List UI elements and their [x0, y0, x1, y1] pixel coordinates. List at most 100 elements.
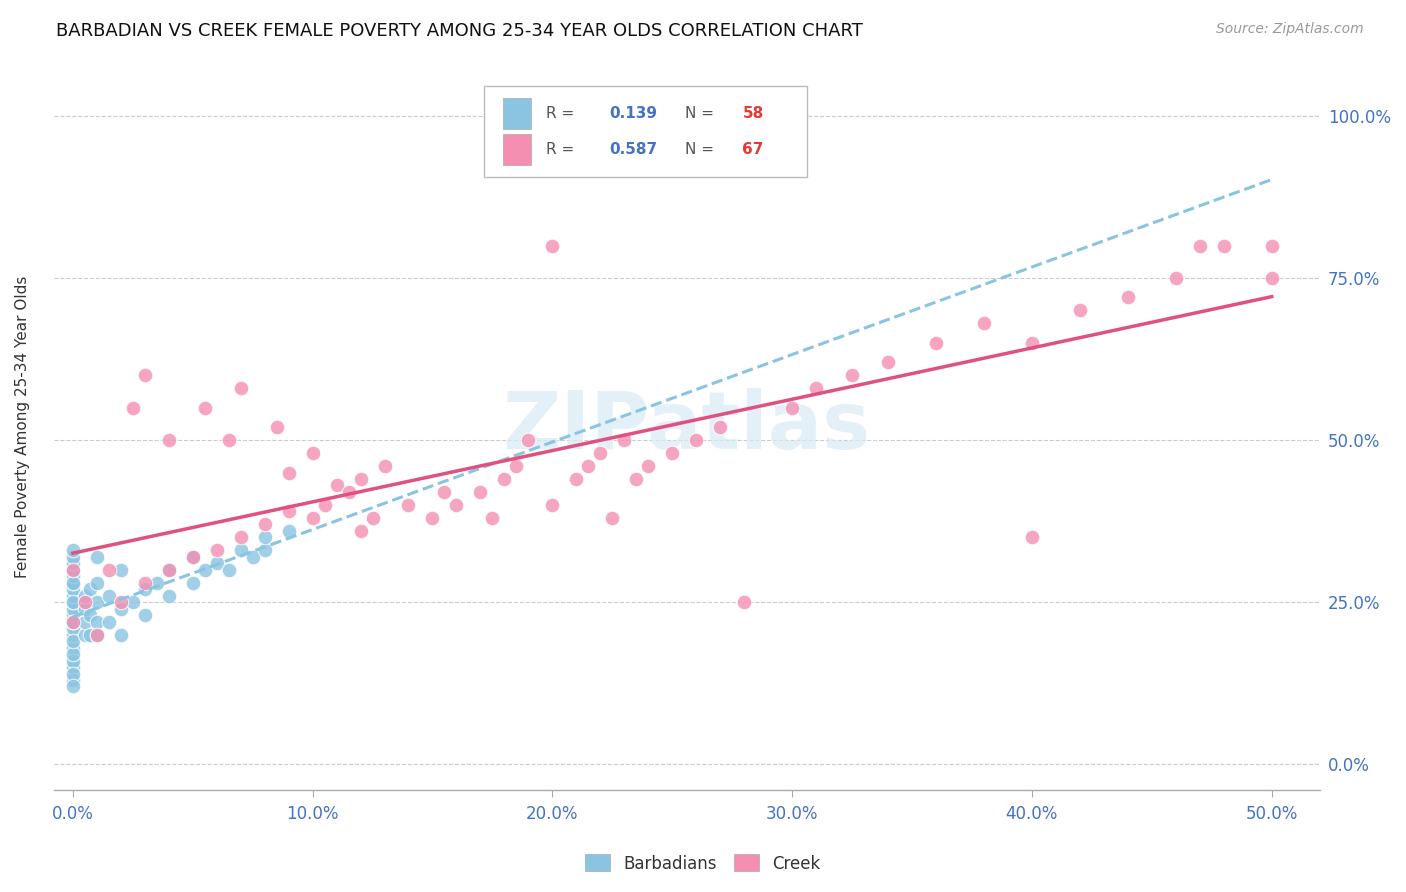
Point	[110, 627, 132, 641]
Point	[62, 569, 84, 583]
Point	[86, 627, 108, 641]
Point	[733, 595, 755, 609]
Point	[301, 511, 323, 525]
Point	[62, 654, 84, 668]
Point	[541, 498, 564, 512]
Point	[576, 458, 599, 473]
Point	[373, 458, 395, 473]
Point	[62, 647, 84, 661]
Point	[626, 472, 648, 486]
Point	[637, 458, 659, 473]
Point	[86, 627, 108, 641]
Point	[62, 640, 84, 655]
Point	[1164, 271, 1187, 285]
Point	[661, 446, 683, 460]
Point	[1116, 290, 1139, 304]
Point	[62, 595, 84, 609]
Point	[277, 466, 299, 480]
Point	[62, 595, 84, 609]
Point	[1021, 530, 1043, 544]
Point	[62, 549, 84, 564]
Text: N =: N =	[685, 106, 720, 121]
Point	[62, 601, 84, 615]
Point	[218, 563, 240, 577]
Point	[349, 472, 371, 486]
Point	[229, 543, 252, 558]
Point	[73, 595, 96, 609]
Point	[253, 530, 276, 544]
Point	[277, 504, 299, 518]
Point	[73, 589, 96, 603]
Point	[134, 582, 156, 597]
Point	[229, 530, 252, 544]
Point	[277, 524, 299, 538]
Point	[73, 627, 96, 641]
Point	[181, 575, 204, 590]
Text: BARBADIAN VS CREEK FEMALE POVERTY AMONG 25-34 YEAR OLDS CORRELATION CHART: BARBADIAN VS CREEK FEMALE POVERTY AMONG …	[56, 22, 863, 40]
Point	[925, 335, 948, 350]
Point	[86, 595, 108, 609]
Text: R =: R =	[546, 142, 579, 157]
Point	[973, 317, 995, 331]
Point	[565, 472, 588, 486]
Point	[841, 368, 863, 383]
Point	[1260, 238, 1282, 252]
Point	[62, 621, 84, 635]
Point	[253, 543, 276, 558]
Point	[361, 511, 384, 525]
Point	[157, 589, 180, 603]
Point	[325, 478, 347, 492]
Point	[62, 660, 84, 674]
Point	[62, 575, 84, 590]
Point	[145, 575, 167, 590]
Point	[494, 472, 516, 486]
Point	[205, 556, 228, 570]
Point	[62, 556, 84, 570]
Point	[62, 563, 84, 577]
Point	[517, 433, 540, 447]
Point	[589, 446, 612, 460]
Point	[62, 634, 84, 648]
Point	[62, 615, 84, 629]
Point	[194, 401, 217, 415]
Point	[1212, 238, 1234, 252]
Point	[79, 582, 101, 597]
Point	[134, 575, 156, 590]
Point	[97, 563, 120, 577]
Point	[229, 381, 252, 395]
Point	[86, 575, 108, 590]
Point	[62, 627, 84, 641]
Point	[79, 627, 101, 641]
Point	[121, 595, 143, 609]
Point	[301, 446, 323, 460]
Point	[600, 511, 623, 525]
Text: 0.587: 0.587	[609, 142, 658, 157]
Point	[1021, 335, 1043, 350]
Point	[134, 608, 156, 623]
Legend: Barbadians, Creek: Barbadians, Creek	[579, 847, 827, 880]
Text: ZIPatlas: ZIPatlas	[502, 388, 870, 467]
Point	[446, 498, 468, 512]
Text: R =: R =	[546, 106, 579, 121]
Point	[181, 549, 204, 564]
Point	[433, 485, 456, 500]
Point	[1260, 271, 1282, 285]
Point	[62, 680, 84, 694]
Point	[110, 601, 132, 615]
Point	[709, 420, 731, 434]
Point	[134, 368, 156, 383]
FancyBboxPatch shape	[503, 135, 531, 165]
Point	[181, 549, 204, 564]
Point	[470, 485, 492, 500]
Point	[157, 563, 180, 577]
Point	[505, 458, 527, 473]
Point	[242, 549, 264, 564]
Point	[253, 517, 276, 532]
Point	[218, 433, 240, 447]
Point	[62, 543, 84, 558]
Point	[349, 524, 371, 538]
Point	[62, 563, 84, 577]
Point	[205, 543, 228, 558]
Point	[780, 401, 803, 415]
Point	[314, 498, 336, 512]
